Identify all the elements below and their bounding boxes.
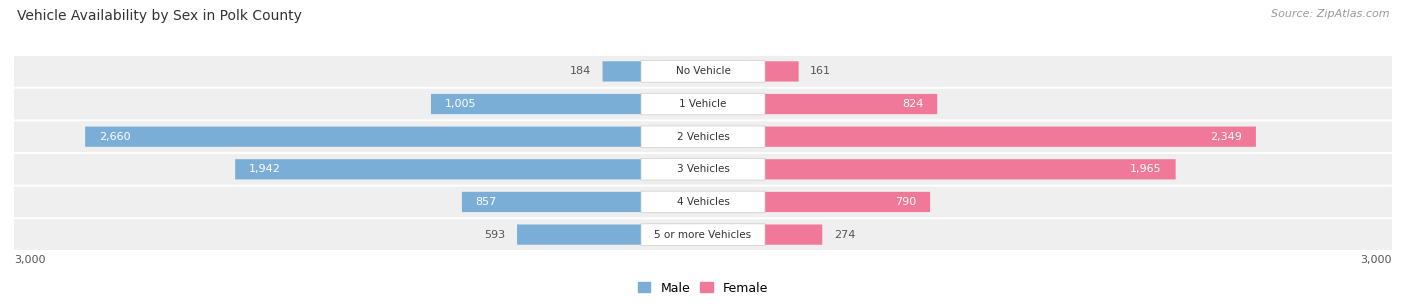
- FancyBboxPatch shape: [14, 219, 1392, 250]
- FancyBboxPatch shape: [765, 159, 1175, 179]
- FancyBboxPatch shape: [765, 127, 1256, 147]
- Text: 857: 857: [475, 197, 496, 207]
- Text: 824: 824: [903, 99, 924, 109]
- FancyBboxPatch shape: [14, 89, 1392, 119]
- Text: No Vehicle: No Vehicle: [675, 66, 731, 76]
- FancyBboxPatch shape: [86, 127, 641, 147]
- Text: 1,005: 1,005: [444, 99, 477, 109]
- Text: 3 Vehicles: 3 Vehicles: [676, 164, 730, 174]
- FancyBboxPatch shape: [14, 187, 1392, 217]
- Text: 3,000: 3,000: [1361, 255, 1392, 265]
- Text: 2,660: 2,660: [98, 132, 131, 142]
- Text: 274: 274: [834, 230, 855, 240]
- Text: 5 or more Vehicles: 5 or more Vehicles: [654, 230, 752, 240]
- Text: 593: 593: [485, 230, 506, 240]
- Legend: Male, Female: Male, Female: [633, 277, 773, 300]
- Text: 184: 184: [569, 66, 591, 76]
- FancyBboxPatch shape: [463, 192, 641, 212]
- Text: 1,965: 1,965: [1130, 164, 1161, 174]
- Text: 790: 790: [896, 197, 917, 207]
- Text: Source: ZipAtlas.com: Source: ZipAtlas.com: [1271, 9, 1389, 19]
- FancyBboxPatch shape: [765, 94, 938, 114]
- FancyBboxPatch shape: [641, 61, 765, 82]
- FancyBboxPatch shape: [641, 224, 765, 245]
- Text: Vehicle Availability by Sex in Polk County: Vehicle Availability by Sex in Polk Coun…: [17, 9, 302, 23]
- Text: 1 Vehicle: 1 Vehicle: [679, 99, 727, 109]
- FancyBboxPatch shape: [765, 61, 799, 81]
- FancyBboxPatch shape: [641, 191, 765, 213]
- FancyBboxPatch shape: [603, 61, 641, 81]
- FancyBboxPatch shape: [517, 225, 641, 245]
- FancyBboxPatch shape: [235, 159, 641, 179]
- FancyBboxPatch shape: [14, 154, 1392, 185]
- Text: 2,349: 2,349: [1211, 132, 1241, 142]
- FancyBboxPatch shape: [432, 94, 641, 114]
- FancyBboxPatch shape: [14, 56, 1392, 87]
- FancyBboxPatch shape: [641, 126, 765, 147]
- FancyBboxPatch shape: [765, 225, 823, 245]
- Text: 4 Vehicles: 4 Vehicles: [676, 197, 730, 207]
- FancyBboxPatch shape: [765, 192, 931, 212]
- FancyBboxPatch shape: [14, 121, 1392, 152]
- Text: 2 Vehicles: 2 Vehicles: [676, 132, 730, 142]
- Text: 3,000: 3,000: [14, 255, 45, 265]
- Text: 1,942: 1,942: [249, 164, 281, 174]
- FancyBboxPatch shape: [641, 159, 765, 180]
- Text: 161: 161: [810, 66, 831, 76]
- FancyBboxPatch shape: [641, 93, 765, 115]
